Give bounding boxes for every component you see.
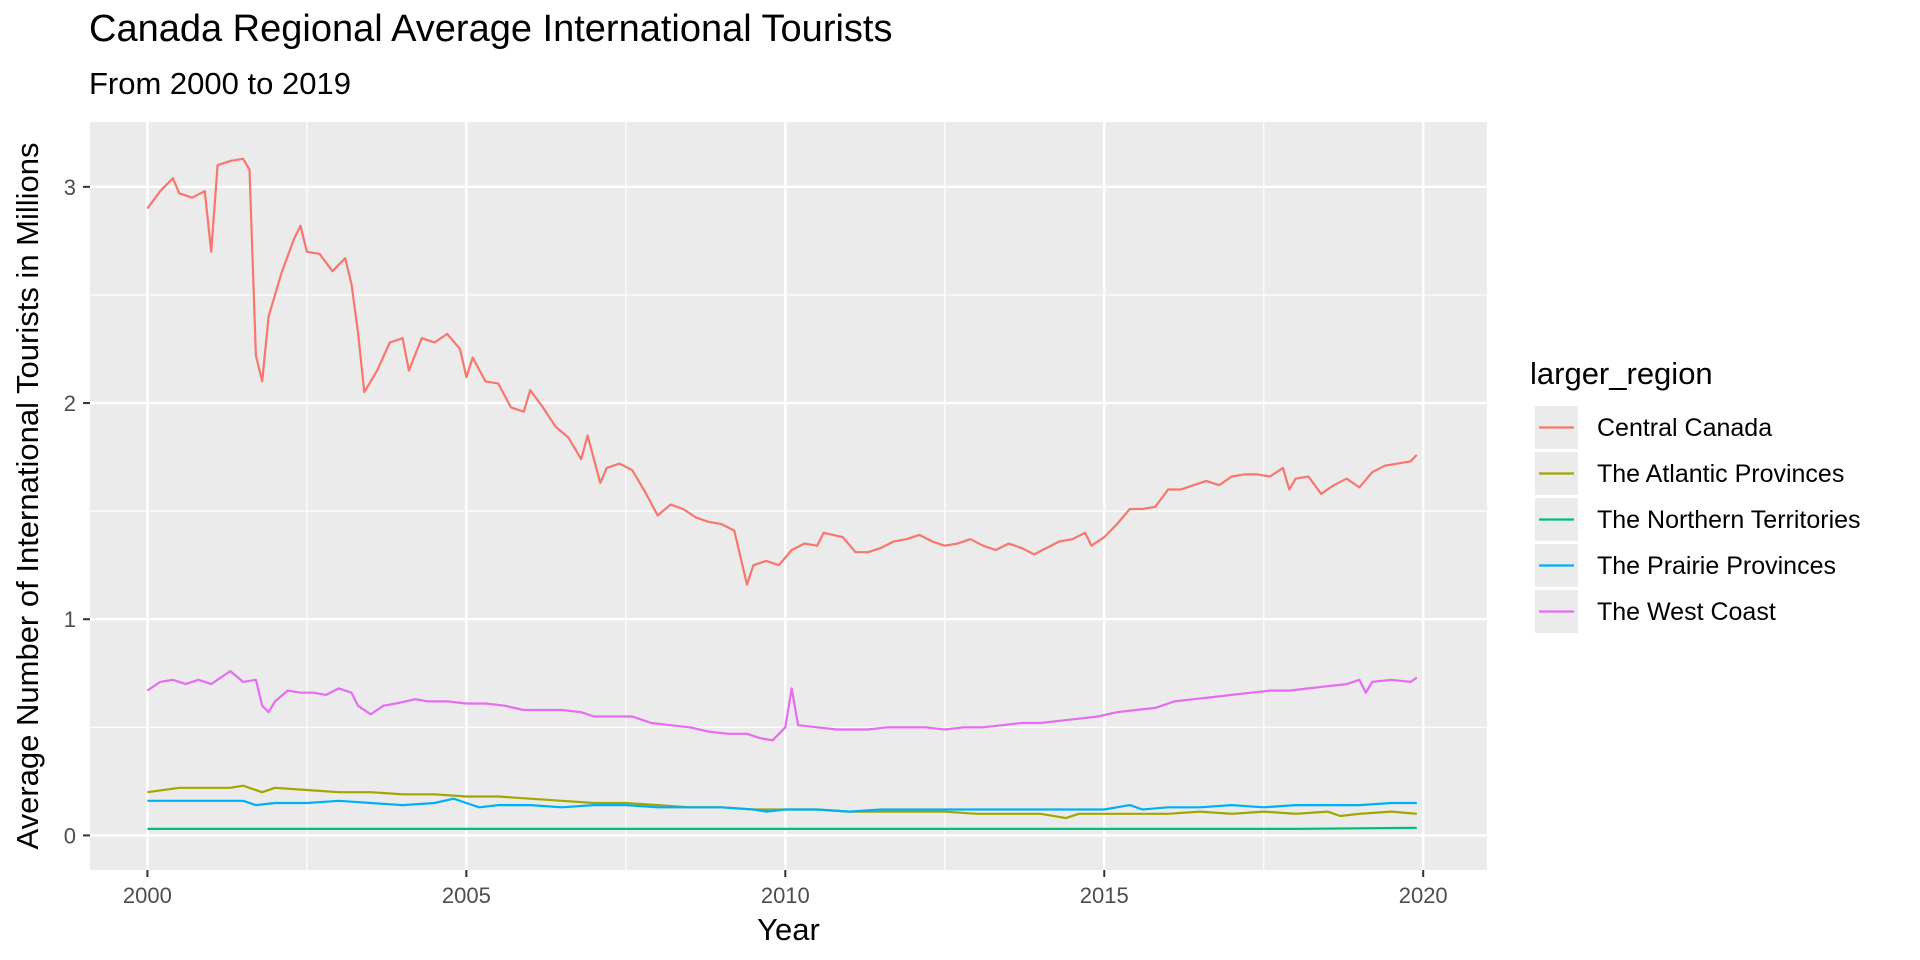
grid-minor — [90, 122, 1487, 870]
x-tick-labels: 2000 2005 2010 2015 2020 — [123, 883, 1448, 908]
y-tick-labels: 0 1 2 3 — [64, 175, 76, 849]
series-line-the-west-coast — [146, 670, 1418, 742]
y-tick-label: 2 — [64, 391, 76, 416]
plot-panel — [90, 122, 1487, 870]
legend-title: larger_region — [1530, 356, 1713, 391]
legend-label-the-northern-territories: The Northern Territories — [1597, 506, 1861, 534]
series-line-the-northern-territories — [147, 826, 1417, 830]
axis-ticks — [83, 185, 1425, 877]
y-tick-label: 0 — [64, 823, 76, 848]
x-tick-label: 2010 — [761, 883, 810, 908]
y-axis-title: Average Number of International Tourists… — [10, 142, 45, 849]
y-tick-label: 1 — [64, 607, 76, 632]
legend-label-the-atlantic-provinces: The Atlantic Provinces — [1597, 460, 1844, 488]
grid-major — [90, 122, 1487, 870]
chart-subtitle: From 2000 to 2019 — [89, 66, 351, 101]
x-tick-label: 2015 — [1080, 883, 1129, 908]
legend-label-central-canada: Central Canada — [1597, 414, 1772, 442]
x-axis-title: Year — [757, 912, 820, 947]
x-tick-label: 2000 — [123, 883, 172, 908]
legend-label-the-prairie-provinces: The Prairie Provinces — [1597, 552, 1836, 580]
chart-title: Canada Regional Average International To… — [89, 8, 893, 50]
x-tick-label: 2005 — [442, 883, 491, 908]
series-line-the-prairie-provinces — [147, 797, 1417, 813]
legend-items: Central Canada The Atlantic Provinces The … — [1535, 406, 1861, 633]
y-tick-label: 3 — [64, 175, 76, 200]
legend: larger_region Central Canada The Atlantic… — [1530, 356, 1861, 633]
series-layer — [146, 157, 1418, 830]
series-line-central-canada — [146, 157, 1418, 586]
legend-label-the-west-coast: The West Coast — [1597, 598, 1776, 626]
x-tick-label: 2020 — [1399, 883, 1448, 908]
